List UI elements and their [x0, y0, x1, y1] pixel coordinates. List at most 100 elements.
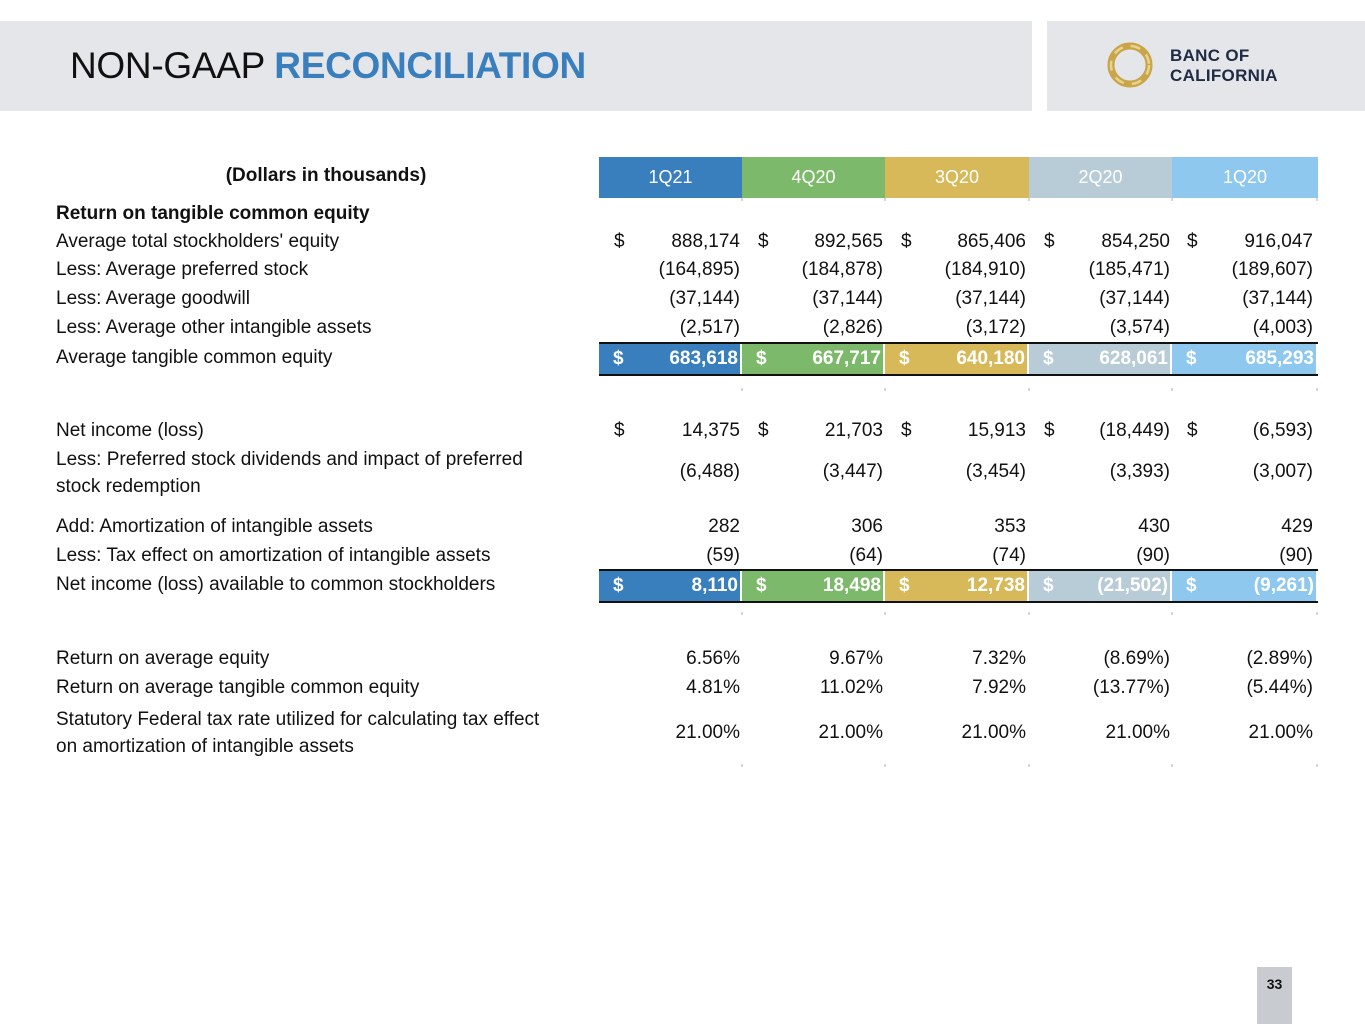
- cell-value-1q20: (4,003): [1252, 317, 1313, 338]
- row-label: Return on average tangible common equity: [56, 677, 420, 698]
- dollar-sign: $: [899, 348, 910, 369]
- page-number: 33: [1257, 967, 1292, 1024]
- row-label: Less: Average other intangible assets: [56, 317, 372, 338]
- row-label: Add: Amortization of intangible assets: [56, 516, 373, 537]
- cell-value-4q20: 21,703: [824, 420, 883, 441]
- row-label: Less: Tax effect on amortization of inta…: [56, 545, 491, 566]
- title-band: [0, 21, 1032, 111]
- cell-value-1q20: (5.44%): [1246, 677, 1313, 698]
- row-label: Return on average equity: [56, 648, 270, 669]
- cell-value-1q20: (6,593): [1252, 420, 1313, 441]
- dollar-sign: $: [756, 575, 767, 596]
- dollar-sign: $: [1043, 348, 1054, 369]
- total-value: 685,293: [1245, 348, 1314, 369]
- total-value: 8,110: [691, 575, 739, 596]
- cell-value-1q20: (3,007): [1252, 461, 1313, 482]
- cell-value-1q20: (37,144): [1242, 288, 1313, 309]
- total-cell-4q20: $18,498: [742, 571, 883, 601]
- cell-value-2q20: (8.69%): [1103, 648, 1170, 669]
- cell-value-4q20: 21.00%: [818, 722, 883, 743]
- logo-band: [1047, 21, 1365, 111]
- total-cell-1q21: $8,110: [599, 571, 740, 601]
- column-divider-tick: [741, 764, 743, 767]
- total-value: (21,502): [1097, 575, 1168, 596]
- cell-value-1q21: 888,174: [671, 231, 740, 252]
- dollar-sign: $: [613, 575, 624, 596]
- column-divider-tick: [1028, 764, 1030, 767]
- cell-value-4q20: 306: [851, 516, 883, 537]
- cell-value-1q21: (164,895): [658, 259, 740, 280]
- cell-value-4q20: (3,447): [822, 461, 883, 482]
- column-divider-tick: [884, 388, 886, 391]
- logo-line-2: CALIFORNIA: [1170, 66, 1278, 85]
- cell-value-1q20: (90): [1279, 545, 1313, 566]
- column-divider-tick: [1171, 612, 1173, 615]
- column-header-4q20: 4Q20: [742, 157, 885, 198]
- cell-value-2q20: 854,250: [1101, 231, 1170, 252]
- column-header-1q20: 1Q20: [1172, 157, 1318, 198]
- cell-value-1q20: (2.89%): [1246, 648, 1313, 669]
- column-header-1q21: 1Q21: [599, 157, 742, 198]
- dollar-sign: $: [1187, 231, 1198, 252]
- cell-value-4q20: (64): [849, 545, 883, 566]
- column-divider-tick: [1316, 612, 1318, 615]
- dollar-sign: $: [756, 348, 767, 369]
- total-value: 18,498: [822, 575, 881, 596]
- column-divider-tick: [1316, 388, 1318, 391]
- column-divider-tick: [1171, 764, 1173, 767]
- dollar-sign: $: [1044, 420, 1055, 441]
- total-top-rule: [599, 342, 1318, 344]
- column-divider-tick: [1028, 198, 1030, 201]
- title-prefix: NON-GAAP: [70, 45, 275, 86]
- total-value: (9,261): [1253, 575, 1314, 596]
- dollar-sign: $: [613, 348, 624, 369]
- cell-value-3q20: (3,454): [965, 461, 1026, 482]
- column-divider-tick: [1316, 198, 1318, 201]
- total-top-rule: [599, 569, 1318, 571]
- column-divider-tick: [1028, 612, 1030, 615]
- dollar-sign: $: [758, 420, 769, 441]
- cell-value-1q21: (6,488): [679, 461, 740, 482]
- total-bottom-rule: [599, 601, 1318, 603]
- dollar-sign: $: [614, 231, 625, 252]
- cell-value-3q20: 15,913: [967, 420, 1026, 441]
- row-label: Less: Average preferred stock: [56, 259, 309, 280]
- cell-value-3q20: 7.32%: [972, 648, 1026, 669]
- total-cell-4q20: $667,717: [742, 344, 883, 374]
- total-cell-1q21: $683,618: [599, 344, 740, 374]
- section-title: Return on tangible common equity: [56, 203, 370, 224]
- dollar-sign: $: [901, 420, 912, 441]
- cell-value-2q20: 430: [1138, 516, 1170, 537]
- column-divider-tick: [741, 388, 743, 391]
- cell-value-3q20: 353: [994, 516, 1026, 537]
- cell-value-3q20: (3,172): [965, 317, 1026, 338]
- total-bottom-rule: [599, 374, 1318, 376]
- cell-value-1q21: 14,375: [681, 420, 740, 441]
- units-label: (Dollars in thousands): [225, 165, 427, 186]
- column-header-2q20: 2Q20: [1029, 157, 1172, 198]
- cell-value-1q21: (59): [706, 545, 740, 566]
- total-cell-2q20: $628,061: [1029, 344, 1170, 374]
- cell-value-4q20: 892,565: [814, 231, 883, 252]
- total-value: 640,180: [956, 348, 1025, 369]
- row-label-continued: on amortization of intangible assets: [56, 736, 354, 757]
- banc-of-california-logo-icon: [1107, 42, 1153, 88]
- column-divider-tick: [741, 198, 743, 201]
- logo-line-1: BANC OF: [1170, 46, 1250, 65]
- cell-value-2q20: (37,144): [1099, 288, 1170, 309]
- cell-value-1q20: 429: [1281, 516, 1313, 537]
- total-cell-3q20: $12,738: [885, 571, 1027, 601]
- row-label-continued: stock redemption: [56, 476, 201, 497]
- cell-value-2q20: (3,574): [1109, 317, 1170, 338]
- page-title: NON-GAAP RECONCILIATION: [70, 44, 586, 88]
- cell-value-1q21: (37,144): [669, 288, 740, 309]
- row-label: Less: Preferred stock dividends and impa…: [56, 449, 523, 470]
- total-cell-1q20: $ (9,261): [1172, 571, 1316, 601]
- cell-value-2q20: (13.77%): [1092, 677, 1170, 698]
- cell-value-3q20: (37,144): [955, 288, 1026, 309]
- total-cell-1q20: $685,293: [1172, 344, 1316, 374]
- cell-value-1q20: 21.00%: [1248, 722, 1313, 743]
- cell-value-1q21: 6.56%: [686, 648, 740, 669]
- cell-value-4q20: (184,878): [801, 259, 883, 280]
- cell-value-4q20: 9.67%: [829, 648, 883, 669]
